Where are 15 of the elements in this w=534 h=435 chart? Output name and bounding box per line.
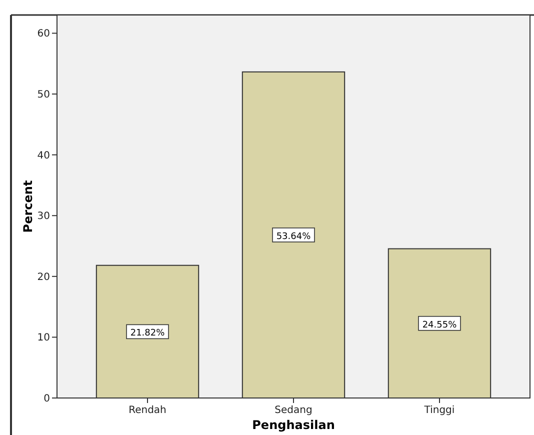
x-tick-label: Rendah [128,405,166,416]
x-axis-title: Penghasilan [252,418,335,432]
data-label: 24.55% [422,320,458,330]
data-label: 53.64% [276,232,312,242]
y-tick-label: 30 [37,211,50,222]
y-axis-title: Percent [21,180,35,233]
y-tick-label: 40 [37,150,50,162]
y-tick-label: 50 [37,90,50,101]
y-tick-label: 60 [37,28,50,40]
data-label: 21.82% [130,328,166,339]
x-tick-label: Tinggi [423,405,455,416]
x-tick-label: Sedang [274,405,312,416]
y-tick-label: 0 [44,394,50,404]
y-tick-label: 10 [37,332,50,344]
y-tick-label: 20 [37,272,50,283]
